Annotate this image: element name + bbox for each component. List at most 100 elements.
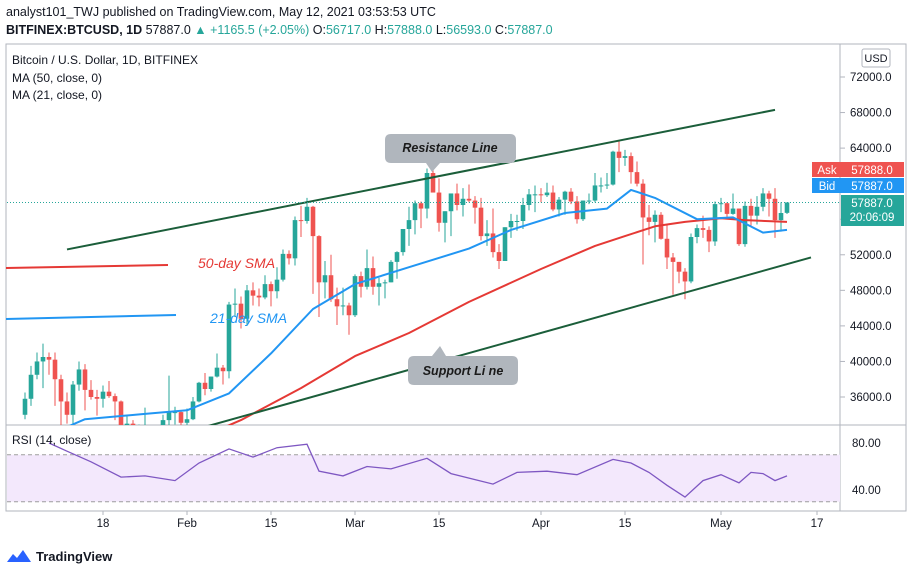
candle-body	[118, 401, 124, 425]
support-label: Support Li ne	[423, 364, 504, 378]
time-axis[interactable]: 18 Feb 15 Mar 15 Apr 15 May 17	[97, 511, 824, 530]
candle-body	[748, 205, 754, 216]
candle-body	[472, 200, 478, 208]
candle-body	[244, 290, 250, 319]
candle-body	[149, 428, 154, 430]
candle-body	[298, 220, 304, 222]
candle-body	[34, 361, 40, 375]
candle-body	[550, 192, 556, 210]
close-value: 57887.0	[507, 23, 553, 37]
candle-body	[124, 423, 130, 425]
candle-body	[22, 398, 28, 415]
candle-body	[28, 374, 34, 399]
candle-body	[682, 271, 688, 282]
candle-body	[646, 217, 652, 222]
candle-body	[514, 221, 520, 222]
candle-body	[178, 412, 184, 423]
candle-body	[40, 357, 46, 362]
candle-body	[400, 229, 406, 253]
candle-body	[382, 282, 388, 284]
ask-value: 57888.0	[851, 165, 893, 177]
currency-badge[interactable]	[861, 48, 891, 68]
candle-body	[604, 184, 610, 186]
candle-body	[286, 253, 292, 259]
candle-body	[364, 268, 370, 287]
bar-countdown: 20:06:09	[850, 212, 895, 224]
candle-body	[130, 423, 136, 425]
candle-body	[772, 198, 778, 221]
candle-body	[436, 192, 442, 223]
candle-body	[508, 221, 514, 228]
candle-body	[640, 183, 646, 218]
candle-body	[166, 412, 172, 421]
time-tick-label: 18	[97, 518, 110, 530]
candle-body	[52, 359, 58, 380]
candle-body	[256, 295, 262, 298]
candle-body	[106, 391, 112, 397]
candle-body	[226, 304, 232, 372]
candle-body	[214, 367, 220, 377]
ask-label: Ask	[817, 165, 836, 177]
low-value: 56593.0	[446, 23, 492, 37]
price-tick-label: 48000.0	[850, 285, 892, 297]
candle-body	[100, 391, 106, 399]
candle-body	[478, 207, 484, 237]
legend-ma21: MA (21, close, 0)	[12, 88, 102, 102]
candle-body	[580, 200, 586, 220]
candle-body	[712, 204, 718, 242]
candle-body	[406, 220, 412, 229]
candle-body	[700, 228, 706, 230]
low-key: L:	[435, 23, 447, 37]
tradingview-brand[interactable]: TradingView	[6, 547, 112, 565]
publish-info: analyst101_TWJ published on TradingView.…	[6, 5, 436, 19]
candle-body	[340, 305, 346, 307]
candle-body	[520, 205, 526, 221]
sma50-label: 50-day SMA	[198, 255, 275, 271]
support-callout: Support Li ne	[408, 346, 518, 385]
high-key: H:	[374, 23, 388, 37]
candle-body	[766, 193, 772, 199]
candle-body	[352, 276, 358, 316]
close-key: C:	[494, 23, 508, 37]
candle-body	[724, 203, 730, 214]
candle-body	[328, 275, 334, 300]
candle-body	[742, 205, 748, 245]
candle-body	[208, 376, 214, 389]
candle-body	[202, 382, 208, 389]
rsi-tick-label: 40.00	[852, 485, 881, 497]
candle-body	[143, 430, 148, 431]
open-value: 56717.0	[325, 23, 372, 37]
chart-frame	[5, 43, 907, 512]
candle-body	[70, 384, 76, 415]
candle-body	[184, 419, 190, 423]
time-tick-label: 15	[433, 518, 446, 530]
moving-averages	[68, 188, 788, 425]
candles	[22, 140, 790, 431]
candle-body	[94, 397, 100, 399]
candle-body	[694, 228, 700, 237]
candle-body	[46, 357, 52, 360]
candle-body	[532, 194, 538, 196]
last-price: 57887.0	[145, 23, 191, 37]
candle-body	[334, 299, 340, 307]
price-tick-label: 36000.0	[850, 392, 892, 404]
candle-body	[466, 198, 472, 201]
legend-rsi: RSI (14, close)	[12, 433, 91, 447]
last-price-value: 57887.0	[851, 198, 893, 210]
candle-body	[490, 233, 496, 253]
candle-body	[592, 185, 598, 201]
resistance-label: Resistance Line	[402, 141, 497, 155]
candle-body	[736, 208, 742, 245]
candle-body	[310, 206, 316, 237]
candle-body	[778, 213, 784, 221]
candle-body	[190, 401, 196, 420]
ohlc-header: BITFINEX:BTCUSD, 1D 57887.0 ▲ +1165.5 (+…	[6, 23, 553, 37]
time-tick-label: 17	[811, 518, 824, 530]
candle-body	[502, 227, 508, 261]
open-key: O:	[312, 23, 326, 37]
candle-body	[64, 401, 70, 415]
candle-body	[346, 305, 352, 316]
price-axis[interactable]: 36000.040000.044000.048000.052000.056000…	[840, 72, 892, 404]
bid-badge: Bid 57887.0	[812, 178, 904, 193]
